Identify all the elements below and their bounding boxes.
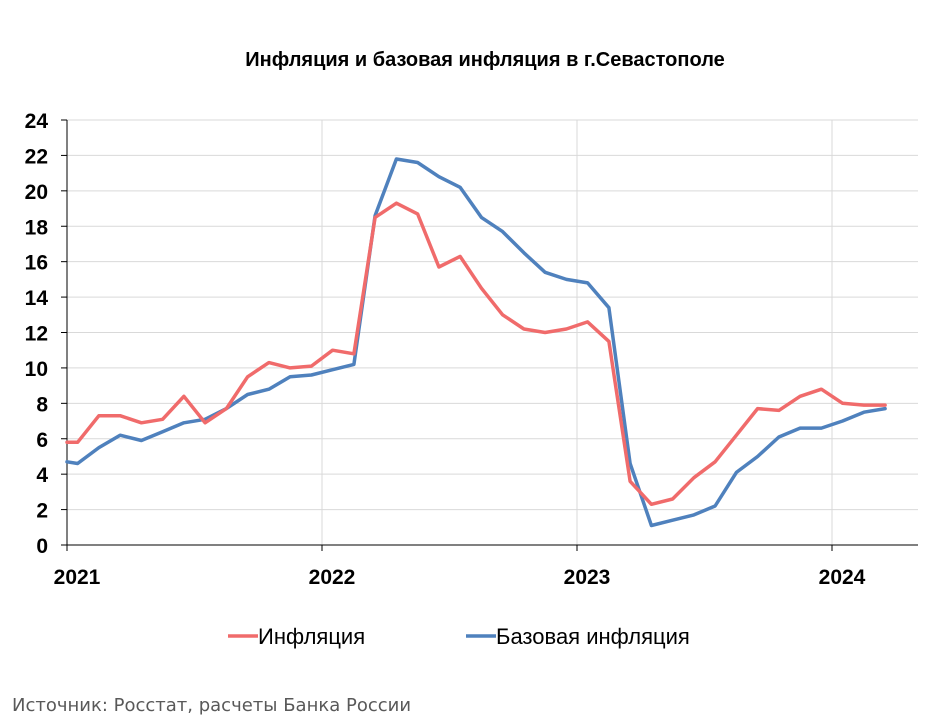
y-tick-label: 24 <box>25 110 49 133</box>
legend: Инфляция Базовая инфляция <box>228 624 690 649</box>
y-tick-label: 16 <box>25 252 48 275</box>
x-tick-label: 2024 <box>819 566 866 589</box>
y-tick-label: 14 <box>25 287 49 310</box>
y-tick-label: 2 <box>36 500 48 523</box>
y-tick-label: 8 <box>36 393 48 416</box>
y-tick-label: 4 <box>36 464 48 487</box>
gridlines <box>67 119 918 545</box>
y-tick-label: 10 <box>25 358 48 381</box>
source-note: Источник: Росстат, расчеты Банка России <box>12 695 411 716</box>
series-lines <box>65 157 887 528</box>
series-line-core-inflation <box>65 157 887 528</box>
y-tick-label: 22 <box>25 145 48 168</box>
y-tick-label: 12 <box>25 323 48 346</box>
series-line-inflation <box>65 201 887 507</box>
legend-label-core-inflation: Базовая инфляция <box>496 624 690 649</box>
y-tick-label: 18 <box>25 216 49 239</box>
y-tick-label: 6 <box>36 429 48 452</box>
x-tick-label: 2023 <box>564 566 611 589</box>
x-tick-label: 2022 <box>309 566 356 589</box>
y-tick-label: 0 <box>36 535 48 558</box>
x-tick-label: 2021 <box>54 566 101 589</box>
chart-title: Инфляция и базовая инфляция в г.Севастоп… <box>245 49 725 71</box>
legend-label-inflation: Инфляция <box>258 624 365 649</box>
y-tick-label: 20 <box>25 181 48 204</box>
